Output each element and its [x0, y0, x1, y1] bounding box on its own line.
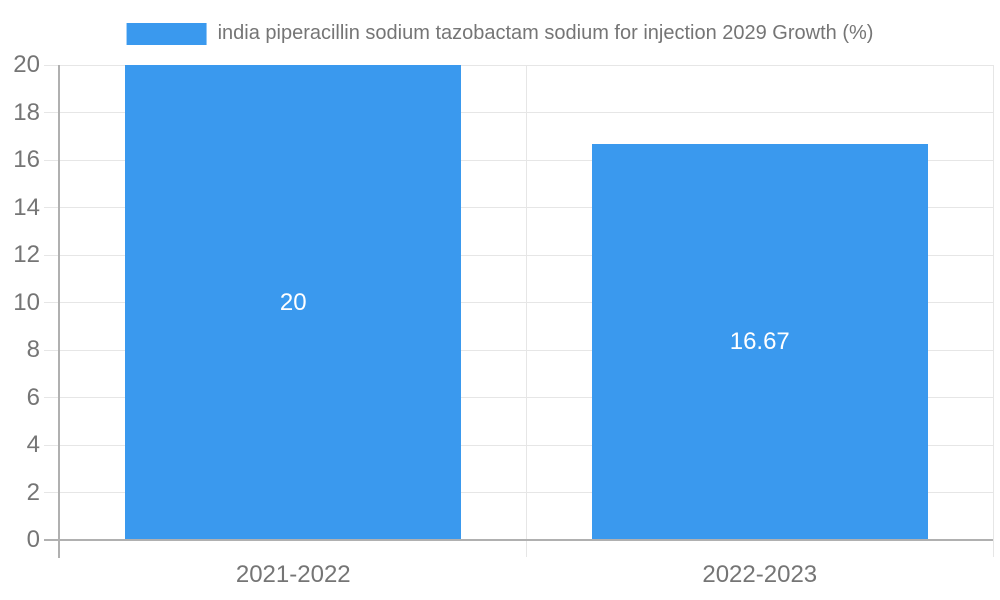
- y-axis-tick-label: 6: [26, 383, 40, 411]
- gridline: [44, 397, 993, 398]
- bar-value-label: 16.67: [729, 328, 790, 356]
- bar: [125, 65, 461, 540]
- gridline: [44, 302, 993, 303]
- y-axis-tick-label: 4: [26, 431, 40, 458]
- gridline: [44, 64, 993, 66]
- legend-swatch: [126, 22, 207, 45]
- gridline: [44, 159, 993, 161]
- y-axis-tick-label: 18: [13, 98, 40, 126]
- y-axis-tick-label: 20: [13, 51, 40, 78]
- x-axis-line: [44, 539, 993, 541]
- gridline: [44, 112, 993, 113]
- y-axis-tick-label: 8: [26, 336, 40, 363]
- gridline: [44, 254, 993, 256]
- gridline: [992, 65, 994, 557]
- y-axis-tick-label: 16: [13, 146, 40, 173]
- gridline: [44, 444, 993, 446]
- x-axis-tick-label: 2022-2023: [702, 561, 818, 588]
- y-axis-tick-label: 14: [13, 193, 40, 221]
- y-axis-tick-label: 10: [13, 288, 40, 316]
- bar: [592, 144, 928, 540]
- gridline: [526, 65, 527, 557]
- gridline: [44, 349, 993, 351]
- y-axis-tick-label: 2: [26, 478, 40, 506]
- gridline: [44, 207, 993, 208]
- legend: india piperacillin sodium tazobactam sod…: [126, 22, 874, 45]
- y-axis-line: [58, 65, 60, 558]
- y-axis-tick-label: 12: [13, 241, 40, 268]
- bar-value-label: 20: [279, 288, 307, 316]
- gridline: [44, 492, 993, 493]
- y-axis-tick-label: 0: [26, 526, 40, 553]
- legend-label: india piperacillin sodium tazobactam sod…: [217, 22, 874, 44]
- x-axis-tick-label: 2021-2022: [235, 561, 351, 588]
